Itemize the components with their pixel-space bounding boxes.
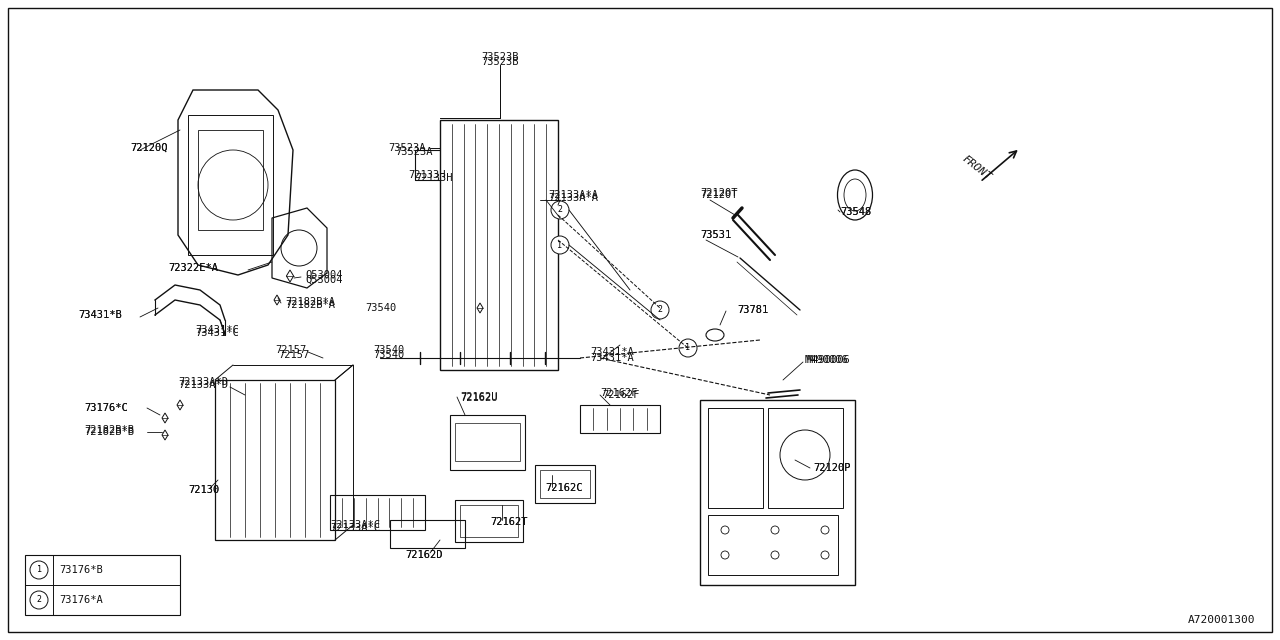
Text: 73540: 73540 [365, 303, 397, 313]
Text: 2: 2 [558, 205, 562, 214]
Text: 73523A: 73523A [388, 143, 425, 153]
Bar [454, 500, 524, 542]
Text: Q53004: Q53004 [305, 275, 343, 285]
Bar [540, 470, 590, 498]
Text: 73176*B: 73176*B [59, 565, 102, 575]
Bar [580, 405, 660, 433]
Bar [330, 495, 425, 530]
Text: 73540: 73540 [372, 350, 404, 360]
Text: Q53004: Q53004 [305, 270, 343, 280]
Text: 73431*A: 73431*A [590, 347, 634, 357]
Text: 73523A: 73523A [396, 147, 433, 157]
Text: 72130: 72130 [188, 485, 219, 495]
Bar [390, 520, 465, 548]
Text: 72120T: 72120T [700, 188, 737, 198]
Text: 72120Q: 72120Q [131, 143, 168, 153]
Bar [460, 505, 518, 537]
Text: 73431*B: 73431*B [78, 310, 122, 320]
Bar [440, 120, 558, 370]
Text: 73176*C: 73176*C [84, 403, 128, 413]
Text: 1: 1 [37, 566, 41, 575]
Text: 72120Q: 72120Q [131, 143, 168, 153]
Text: 72162U: 72162U [460, 393, 498, 403]
Bar [535, 465, 595, 503]
Bar [708, 408, 763, 508]
Text: 73176*A: 73176*A [59, 595, 102, 605]
Bar [26, 555, 180, 615]
Text: 73523B: 73523B [481, 57, 518, 67]
Text: 72162U: 72162U [460, 392, 498, 402]
Text: 72133A*A: 72133A*A [548, 193, 598, 203]
Text: M490006: M490006 [806, 355, 851, 365]
Text: 73548: 73548 [840, 207, 872, 217]
Circle shape [29, 591, 49, 609]
Text: 72162F: 72162F [602, 390, 640, 400]
Text: 73176*C: 73176*C [84, 403, 128, 413]
Text: 73431*B: 73431*B [78, 310, 122, 320]
Circle shape [550, 236, 570, 254]
Bar [215, 380, 335, 540]
Bar [708, 515, 838, 575]
Text: 2: 2 [658, 305, 663, 314]
Circle shape [550, 201, 570, 219]
Text: 73540: 73540 [372, 345, 404, 355]
Text: 72157: 72157 [275, 345, 306, 355]
Text: 72322E*A: 72322E*A [168, 263, 218, 273]
Text: 72133H: 72133H [408, 170, 445, 180]
Text: 72182B*A: 72182B*A [285, 297, 335, 307]
Bar [451, 415, 525, 470]
Text: 73431*A: 73431*A [590, 353, 634, 363]
Circle shape [678, 339, 698, 357]
Text: 72133A*D: 72133A*D [178, 377, 228, 387]
Bar [198, 130, 262, 230]
Text: 72182B*B: 72182B*B [84, 425, 134, 435]
Text: 73431*C: 73431*C [195, 328, 239, 338]
Text: 1: 1 [686, 344, 690, 353]
Text: 72120P: 72120P [813, 463, 850, 473]
Text: 72157: 72157 [278, 350, 310, 360]
Text: 72133A*D: 72133A*D [178, 380, 228, 390]
Text: 72162F: 72162F [600, 388, 637, 398]
Text: 73523B: 73523B [481, 52, 518, 62]
Circle shape [29, 561, 49, 579]
Text: 73781: 73781 [737, 305, 768, 315]
Text: 72133A*C: 72133A*C [330, 523, 380, 533]
Text: 72162C: 72162C [545, 483, 582, 493]
Bar [188, 115, 273, 255]
Text: 1: 1 [558, 241, 562, 250]
Text: 73531: 73531 [700, 230, 731, 240]
Text: 72162T: 72162T [490, 517, 527, 527]
Text: 72182B*B: 72182B*B [84, 427, 134, 437]
Text: 73548: 73548 [840, 207, 872, 217]
Text: 72162C: 72162C [545, 483, 582, 493]
Bar [700, 400, 855, 585]
Text: 72162D: 72162D [404, 550, 443, 560]
Text: 72322E*A: 72322E*A [168, 263, 218, 273]
Text: 73781: 73781 [737, 305, 768, 315]
Text: 73431*C: 73431*C [195, 325, 239, 335]
Text: 72182B*A: 72182B*A [285, 300, 335, 310]
Circle shape [652, 301, 669, 319]
Bar [454, 423, 520, 461]
Text: A720001300: A720001300 [1188, 615, 1254, 625]
Text: 72133A*A: 72133A*A [548, 190, 598, 200]
Bar [768, 408, 844, 508]
Text: 2: 2 [37, 595, 41, 605]
Text: 72162D: 72162D [404, 550, 443, 560]
Text: 72120T: 72120T [700, 190, 737, 200]
Text: 72162T: 72162T [490, 517, 527, 527]
Text: 72133A*C: 72133A*C [330, 520, 380, 530]
Text: 72130: 72130 [188, 485, 219, 495]
Text: 72120P: 72120P [813, 463, 850, 473]
Text: 73531: 73531 [700, 230, 731, 240]
Text: FRONT: FRONT [960, 154, 993, 182]
Text: 72133H: 72133H [415, 173, 453, 183]
Text: M490006: M490006 [805, 355, 849, 365]
